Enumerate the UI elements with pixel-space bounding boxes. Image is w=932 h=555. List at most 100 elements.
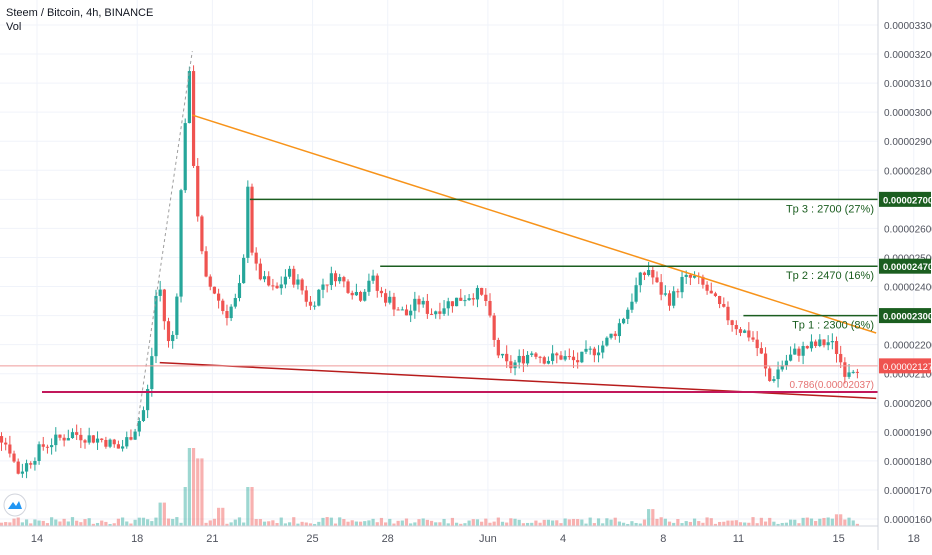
volume-bar xyxy=(50,517,54,526)
volume-bar xyxy=(605,518,609,526)
volume-bar xyxy=(33,519,37,526)
volume-bar xyxy=(179,522,183,526)
volume-bar xyxy=(175,517,179,526)
chart-title: Steem / Bitcoin, 4h, BINANCE xyxy=(6,7,154,19)
volume-bar xyxy=(663,518,667,526)
time-tick-label: 11 xyxy=(733,533,744,545)
volume-bar xyxy=(37,520,41,526)
candle-body xyxy=(287,268,292,277)
volume-bar xyxy=(534,520,538,526)
candle-body xyxy=(667,293,672,306)
candle-body xyxy=(801,346,805,356)
candle-body xyxy=(166,321,171,342)
candle-body xyxy=(814,341,818,346)
chart-legend: Steem / Bitcoin, 4h, BINANCE Vol xyxy=(6,6,153,34)
volume-bar xyxy=(705,517,709,526)
volume-bar xyxy=(342,519,346,526)
time-tick-label: 28 xyxy=(382,533,394,545)
volume-bar xyxy=(601,523,605,526)
volume-bar xyxy=(166,518,171,526)
candle-body xyxy=(417,298,421,305)
time-tick-label: 21 xyxy=(206,533,218,545)
price-tick-label: 0.00001600 xyxy=(884,515,932,526)
volume-bar xyxy=(75,520,79,526)
candle-body xyxy=(546,360,551,364)
volume-bar xyxy=(571,518,576,526)
volume-bar xyxy=(759,517,763,526)
volume-bar xyxy=(271,520,275,526)
volume-bar xyxy=(100,520,104,526)
volume-bar xyxy=(488,522,492,526)
last-price-tag-label: 0.00002127 xyxy=(883,362,932,373)
volume-bar xyxy=(421,518,425,526)
candle-body xyxy=(12,453,16,462)
volume-bar xyxy=(8,522,12,526)
candle-body xyxy=(350,292,354,296)
candle-body xyxy=(300,279,304,291)
candle-body xyxy=(843,362,847,377)
candle-body xyxy=(738,329,743,333)
volume-bar xyxy=(726,520,730,526)
support-label: 0.786(0.00002037) xyxy=(789,380,874,391)
candle-body xyxy=(788,354,793,361)
candle-body xyxy=(793,348,797,355)
volume-bar xyxy=(805,517,809,526)
candle-body xyxy=(8,444,12,454)
volume-bar xyxy=(830,518,834,526)
volume-bar xyxy=(492,521,496,526)
candle-body xyxy=(413,298,417,311)
candle-body xyxy=(275,285,279,289)
volume-bar xyxy=(638,523,642,526)
volume-bar xyxy=(776,523,780,526)
price-tick-label: 0.00003000 xyxy=(884,108,932,119)
candle-body xyxy=(396,309,400,311)
price-tick-label: 0.00001900 xyxy=(884,428,932,439)
candle-body xyxy=(183,123,187,191)
candle-body xyxy=(463,300,467,302)
volume-bar xyxy=(45,523,50,526)
price-tick-label: 0.00002600 xyxy=(884,224,932,235)
candle-body xyxy=(839,353,843,363)
volume-bar xyxy=(459,523,463,526)
time-tick-label: 25 xyxy=(306,533,318,545)
tp-price-tag xyxy=(879,191,931,207)
candle-body xyxy=(346,281,350,293)
volume-bar xyxy=(375,522,379,526)
candle-body xyxy=(722,304,726,307)
tp-price-tag-label: 0.00002700 xyxy=(883,195,932,206)
volume-bar xyxy=(467,520,471,526)
candle-body xyxy=(304,290,308,302)
candle-body xyxy=(292,268,296,285)
volume-bar xyxy=(196,458,200,526)
price-tick-label: 0.00003300 xyxy=(884,21,932,32)
price-tick-label: 0.00002100 xyxy=(884,370,932,381)
volume-bar xyxy=(847,517,851,526)
candle-body xyxy=(254,252,258,264)
candle-body xyxy=(141,410,146,421)
candle-body xyxy=(187,71,191,124)
volume-bar xyxy=(834,514,839,526)
candle-body xyxy=(325,284,329,286)
volume-bar xyxy=(379,517,384,526)
volume-bar xyxy=(120,517,125,526)
candle-body xyxy=(62,437,66,441)
candle-body xyxy=(555,353,559,356)
candle-body xyxy=(592,348,596,356)
candle-body xyxy=(58,434,62,438)
candle-body xyxy=(780,365,784,370)
candle-body xyxy=(329,273,333,286)
candle-body xyxy=(617,323,622,337)
volume-bar xyxy=(229,522,233,526)
volume-bar xyxy=(12,518,16,526)
candle-body xyxy=(521,355,525,364)
candle-body xyxy=(171,334,175,342)
volume-bar xyxy=(29,523,33,526)
volume-bar xyxy=(496,517,500,526)
tp-level-label: Tp 3 : 2700 (27%) xyxy=(786,203,874,215)
volume-bar xyxy=(20,522,24,526)
volume-bar xyxy=(212,518,217,526)
candle-body xyxy=(333,273,338,282)
volume-bar xyxy=(183,487,187,526)
